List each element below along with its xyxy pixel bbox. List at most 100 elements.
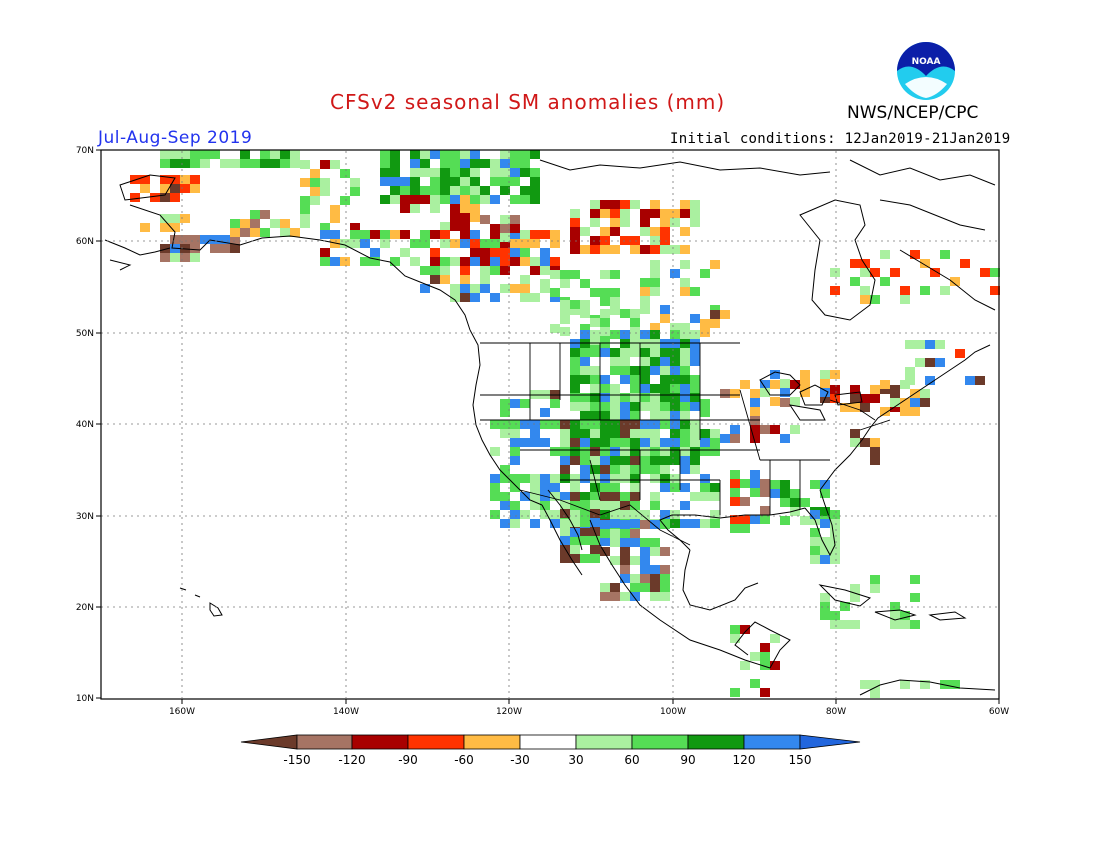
lat-label-60n: 60N	[76, 237, 94, 247]
anomaly-cell	[400, 195, 410, 204]
lat-label-70n: 70N	[76, 146, 94, 156]
anomaly-cell	[955, 349, 965, 358]
anomaly-cell	[920, 389, 930, 398]
anomaly-cell	[905, 367, 915, 376]
anomaly-cell	[650, 366, 660, 375]
anomaly-cell	[570, 429, 580, 438]
anomaly-cell	[640, 510, 650, 519]
anomaly-cell	[900, 295, 910, 304]
anomaly-cell	[780, 489, 790, 498]
anomaly-cell	[680, 278, 690, 287]
anomaly-cell	[310, 187, 320, 196]
anomaly-cell	[400, 248, 410, 257]
anomaly-cell	[470, 168, 480, 177]
anomaly-cell	[590, 375, 600, 384]
anomaly-cell	[230, 244, 240, 253]
anomaly-cell	[740, 661, 750, 670]
anomaly-cell	[680, 501, 690, 510]
anomaly-cell	[710, 510, 720, 519]
anomaly-cell	[540, 248, 550, 257]
anomaly-cell	[650, 269, 660, 278]
anomaly-cell	[380, 159, 390, 168]
anomaly-cell	[470, 293, 480, 302]
anomaly-cell	[790, 425, 800, 434]
anomaly-cell	[600, 393, 610, 402]
anomaly-cell	[900, 398, 910, 407]
anomaly-cell	[470, 230, 480, 239]
anomaly-cell	[660, 357, 670, 366]
anomaly-cell	[990, 268, 1000, 277]
anomaly-cell	[630, 318, 640, 327]
anomaly-cell	[690, 465, 700, 474]
colorbar-low-arrow	[240, 734, 298, 750]
anomaly-cell	[620, 236, 630, 245]
anomaly-cell	[180, 235, 190, 244]
anomaly-cell	[420, 186, 430, 195]
anomaly-cell	[690, 384, 700, 393]
anomaly-cell	[730, 634, 740, 643]
gridlines	[101, 151, 999, 698]
anomaly-cell	[530, 293, 540, 302]
anomaly-cell	[640, 583, 650, 592]
anomaly-cell	[530, 177, 540, 186]
anomaly-cell	[690, 209, 700, 218]
anomaly-cell	[650, 278, 660, 287]
anomaly-cell	[620, 218, 630, 227]
anomaly-cell	[890, 398, 900, 407]
anomaly-cell	[170, 150, 180, 159]
anomaly-cell	[350, 187, 360, 196]
anomaly-cell	[520, 159, 530, 168]
anomaly-cell	[820, 507, 830, 516]
anomaly-cell	[870, 385, 880, 394]
anomaly-cell	[540, 408, 550, 417]
anomaly-cell	[650, 456, 660, 465]
anomaly-cell	[810, 510, 820, 519]
anomaly-cell	[700, 429, 710, 438]
anomaly-cell	[760, 479, 770, 488]
anomaly-cell	[870, 680, 880, 689]
anomaly-cell	[870, 438, 880, 447]
anomaly-cell	[650, 420, 660, 429]
anomaly-cell	[590, 465, 600, 474]
anomaly-cell	[440, 177, 450, 186]
anomaly-cell	[740, 524, 750, 533]
anomaly-cell	[230, 219, 240, 228]
tick-marks	[96, 149, 1000, 704]
anomaly-cell	[690, 456, 700, 465]
anomaly-cell	[630, 429, 640, 438]
anomaly-cell	[620, 538, 630, 547]
anomaly-cell	[770, 661, 780, 670]
anomaly-cell	[500, 474, 510, 483]
anomaly-cell	[660, 384, 670, 393]
anomaly-cell	[500, 408, 510, 417]
anomaly-cell	[950, 680, 960, 689]
anomaly-cell	[520, 195, 530, 204]
anomaly-cell	[770, 489, 780, 498]
anomaly-cell	[570, 545, 580, 554]
anomaly-cell	[700, 492, 710, 501]
anomaly-cell	[510, 429, 520, 438]
anomaly-cell	[520, 230, 530, 239]
anomaly-cell	[720, 310, 730, 319]
anomaly-cell	[350, 178, 360, 187]
anomaly-cell	[510, 224, 520, 233]
anomaly-cell	[390, 177, 400, 186]
anomaly-cell	[800, 498, 810, 507]
anomaly-cell	[460, 257, 470, 266]
anomaly-cell	[620, 393, 630, 402]
anomaly-cell	[670, 384, 680, 393]
anomaly-cell	[620, 565, 630, 574]
anomaly-cell	[160, 184, 170, 193]
anomaly-cell	[560, 554, 570, 563]
anomaly-cell	[650, 287, 660, 296]
anomaly-cell	[370, 230, 380, 239]
anomaly-cell	[600, 384, 610, 393]
anomaly-cell	[520, 248, 530, 257]
anomaly-cell	[550, 483, 560, 492]
anomaly-cell	[650, 429, 660, 438]
anomaly-cell	[680, 429, 690, 438]
anomaly-cell	[650, 339, 660, 348]
anomaly-cell	[640, 209, 650, 218]
anomaly-cell	[610, 492, 620, 501]
anomaly-cell	[940, 250, 950, 259]
